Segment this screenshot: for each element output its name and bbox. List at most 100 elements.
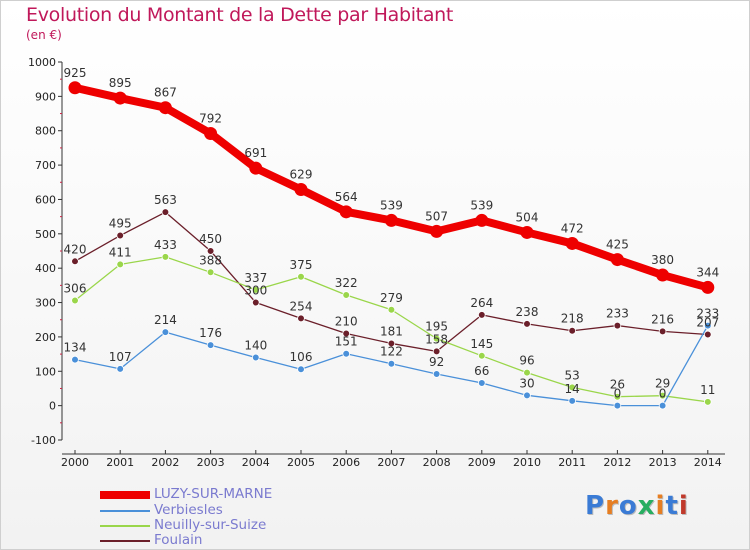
x-tick-label: 2012	[603, 456, 631, 469]
data-label: 107	[109, 350, 132, 364]
data-label: 233	[606, 307, 629, 321]
data-label: 300	[244, 284, 267, 298]
data-label: 433	[154, 238, 177, 252]
data-label: 254	[290, 299, 313, 313]
data-label: 14	[565, 382, 580, 396]
y-tick-label: 500	[35, 228, 56, 241]
data-label: 375	[290, 258, 313, 272]
data-label: 96	[519, 354, 534, 368]
x-tick-label: 2010	[513, 456, 541, 469]
proxiti-logo: Proxiti	[585, 491, 689, 521]
data-point	[520, 225, 534, 239]
data-point	[568, 383, 576, 392]
data-point	[610, 253, 624, 267]
data-point	[161, 328, 170, 336]
data-point	[613, 392, 622, 401]
legend-swatch	[100, 510, 150, 512]
data-label: 66	[474, 364, 489, 378]
data-point	[613, 321, 622, 330]
data-point	[701, 280, 715, 294]
data-label: 210	[335, 314, 358, 328]
data-point	[71, 355, 79, 364]
data-label: 425	[606, 238, 629, 252]
data-label: 92	[429, 355, 444, 369]
data-label: 450	[199, 232, 222, 246]
data-label: 629	[290, 167, 313, 181]
data-label: 233	[696, 307, 719, 321]
legend-swatch	[100, 491, 150, 499]
data-label: 925	[64, 66, 87, 80]
x-tick-label: 2006	[332, 456, 360, 469]
data-label-layer: 925 895 867 792 691 629 564 539 507 539 504 472 425 3…	[64, 66, 720, 401]
legend-label: LUZY-SUR-MARNE	[154, 486, 273, 502]
data-point	[71, 296, 79, 305]
data-label: 214	[154, 313, 177, 327]
x-tick-label: 2013	[649, 456, 677, 469]
data-point	[387, 305, 396, 314]
x-tick-label: 2008	[423, 456, 451, 469]
data-label: 140	[244, 339, 267, 353]
data-label: 504	[516, 210, 539, 224]
data-point	[613, 401, 622, 410]
data-label: 564	[335, 190, 358, 204]
data-label: 26	[610, 378, 625, 392]
data-point	[477, 352, 486, 360]
chart-subtitle: (en €)	[26, 28, 62, 42]
data-point	[161, 253, 170, 261]
data-point	[206, 247, 215, 255]
y-tick-label: 700	[35, 159, 56, 172]
data-point	[158, 101, 172, 115]
x-tick-label: 2000	[61, 456, 89, 469]
data-point	[523, 391, 531, 400]
data-label: 0	[614, 387, 622, 401]
data-point	[206, 341, 215, 349]
y-tick-label: -100	[31, 434, 56, 447]
data-label: 411	[109, 245, 132, 259]
data-point	[206, 268, 215, 277]
legend-label: Foulain	[154, 532, 203, 548]
data-point	[297, 272, 305, 281]
data-label: 0	[659, 387, 667, 401]
chart-title: Evolution du Montant de la Dette par Hab…	[26, 4, 454, 26]
data-point	[658, 391, 667, 400]
data-point	[658, 327, 667, 336]
data-point	[342, 329, 351, 338]
data-label: 151	[335, 335, 358, 349]
data-label: 238	[516, 305, 539, 319]
data-label: 472	[561, 221, 584, 235]
data-label: 29	[655, 377, 670, 391]
data-label: 563	[154, 193, 177, 207]
data-label: 30	[519, 376, 534, 390]
legend-label: Verbiesles	[154, 502, 223, 518]
data-point	[523, 368, 531, 377]
data-point	[252, 353, 260, 362]
data-point	[339, 205, 353, 219]
data-point	[161, 208, 170, 216]
data-label: 507	[425, 209, 448, 223]
data-label: 691	[244, 146, 267, 160]
data-label: 145	[470, 337, 493, 351]
data-point	[342, 349, 351, 358]
data-label: 207	[696, 316, 719, 330]
data-label: 792	[199, 111, 222, 125]
data-label: 181	[380, 324, 403, 338]
data-label: 867	[154, 86, 177, 100]
y-tick-label: 400	[35, 262, 56, 275]
data-point	[294, 182, 308, 196]
data-point	[703, 398, 712, 406]
y-tick-label: 200	[35, 331, 56, 344]
data-point	[387, 339, 396, 348]
data-point	[432, 347, 441, 356]
data-label: 195	[425, 320, 448, 334]
data-label: 106	[290, 350, 313, 364]
data-label: 337	[244, 271, 267, 285]
legend-label: Neuilly-sur-Suize	[154, 517, 267, 533]
data-point	[113, 91, 127, 105]
data-point	[116, 365, 124, 373]
legend-swatch	[100, 525, 150, 527]
data-label: 322	[335, 276, 358, 290]
data-label: 218	[561, 312, 584, 326]
data-point	[658, 401, 667, 410]
